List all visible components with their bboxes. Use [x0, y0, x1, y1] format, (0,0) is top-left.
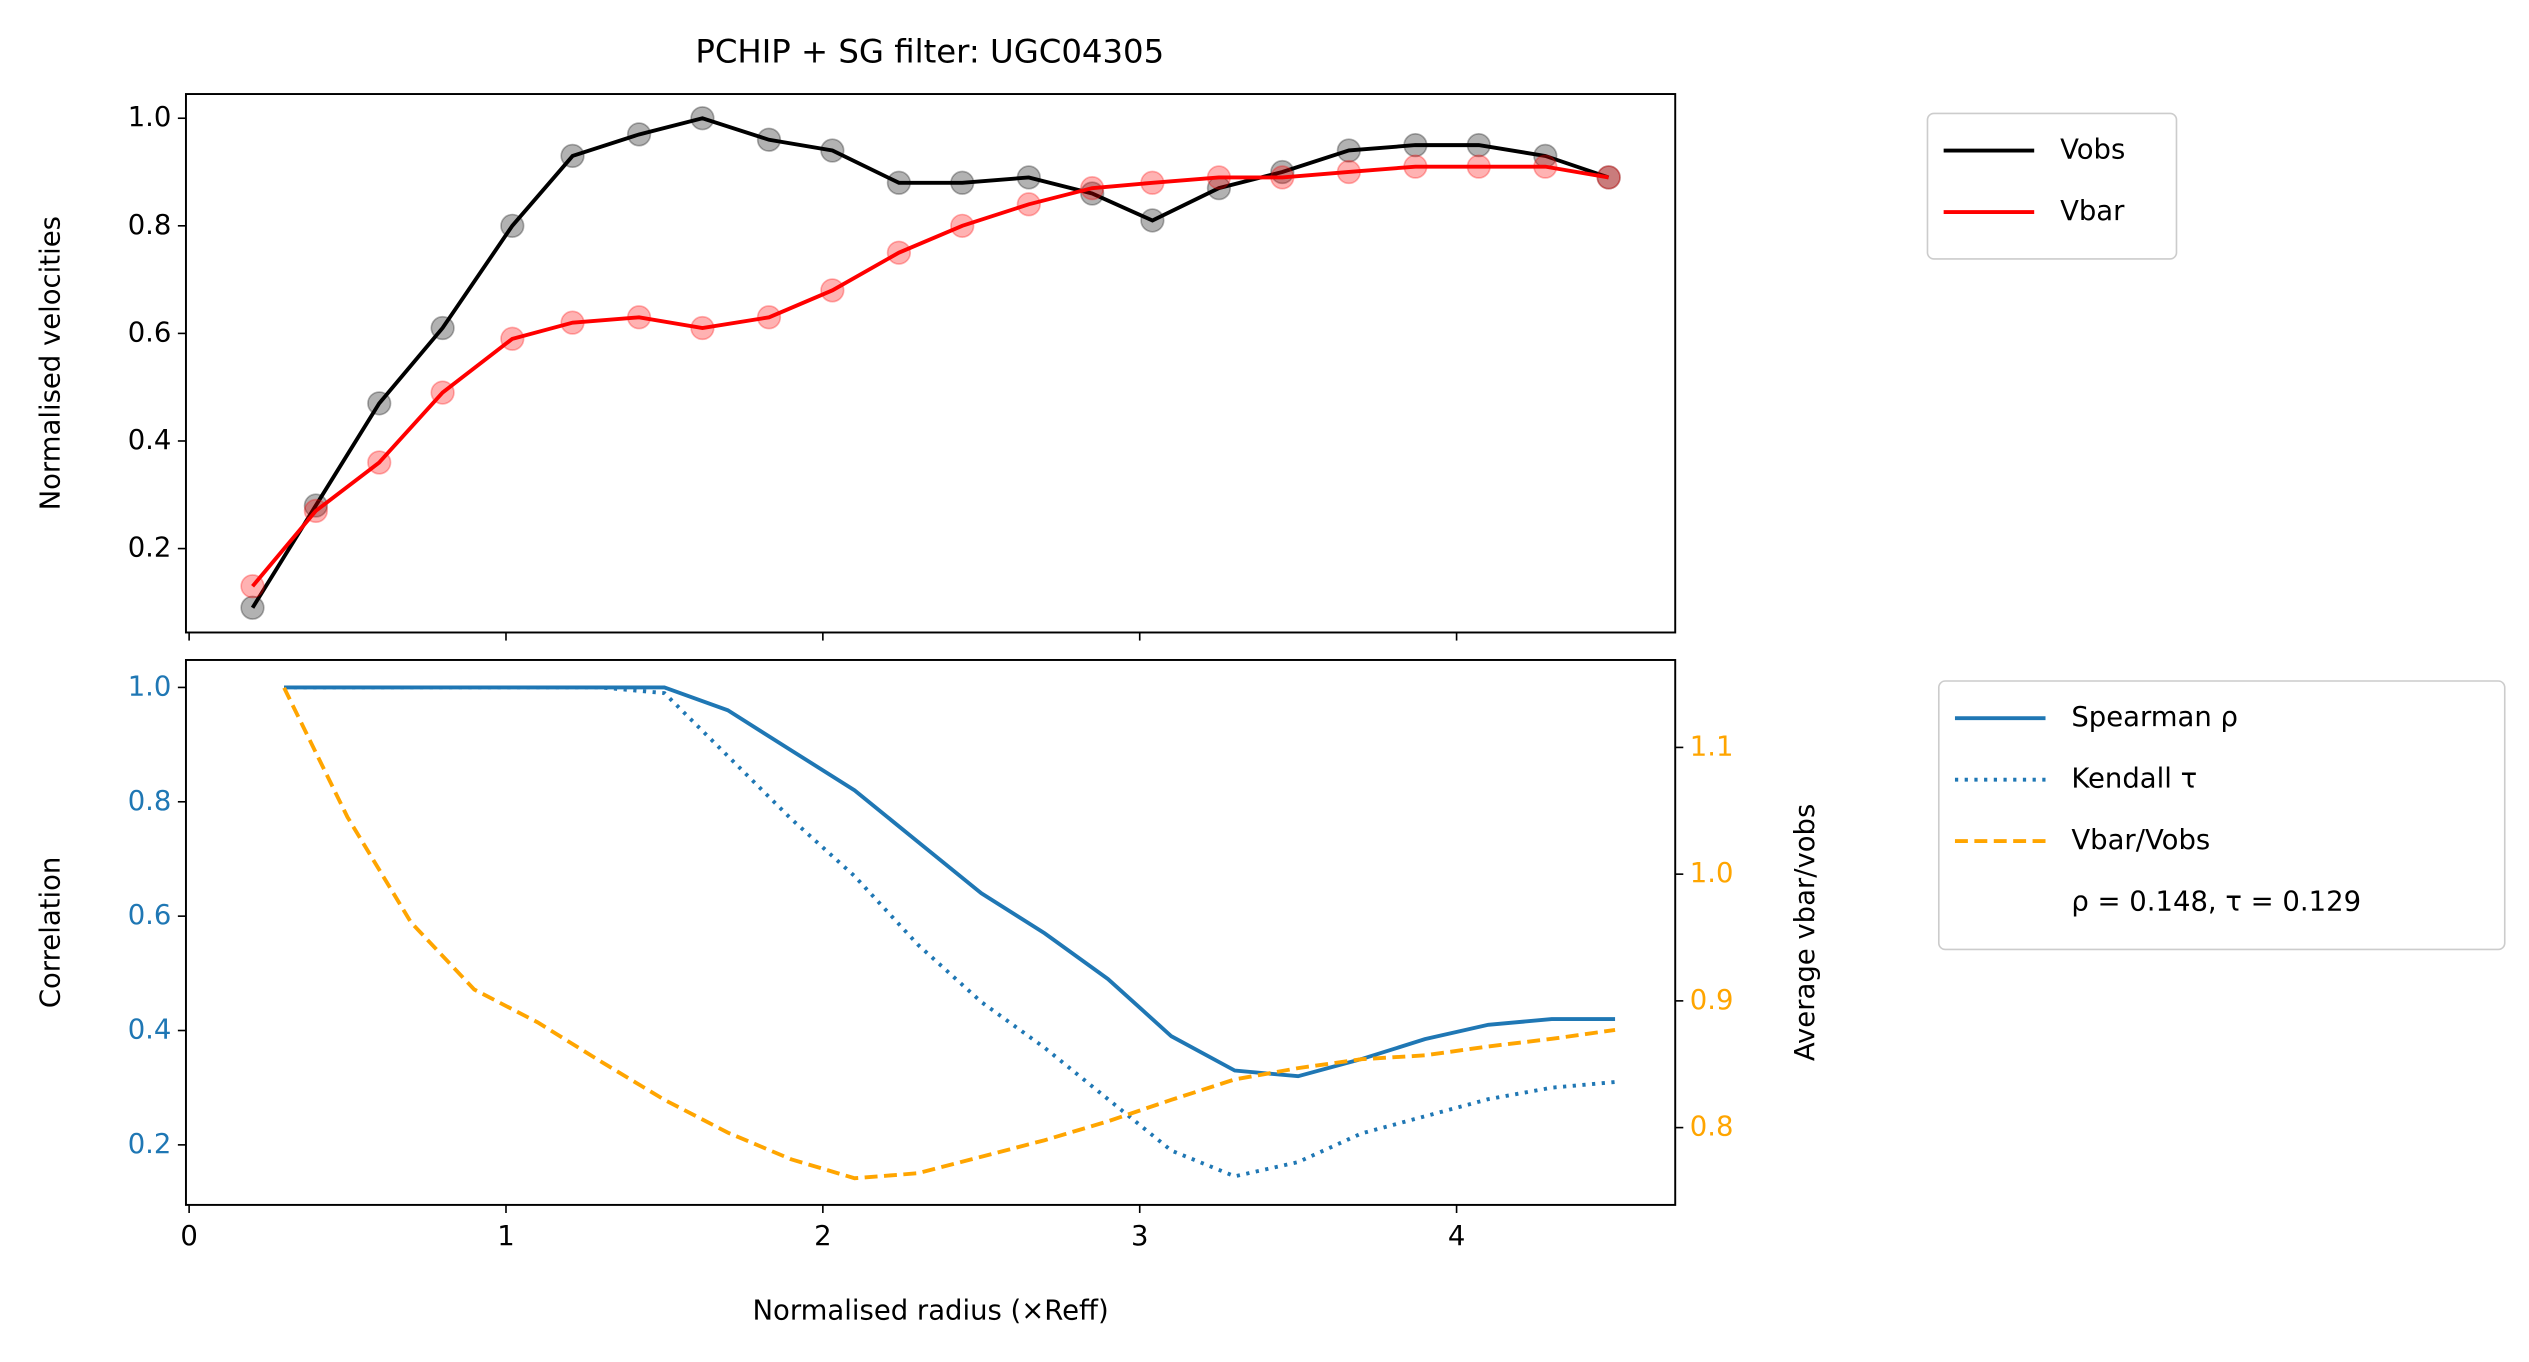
series-line — [251, 164, 1609, 588]
axes-frame — [184, 93, 1677, 634]
chart-title: PCHIP + SG filter: UGC04305 — [695, 33, 1164, 71]
y-axis-label: Correlation — [35, 857, 67, 1008]
y2-axis-label: Average vbar/vobs — [1789, 804, 1821, 1061]
legend-label: Vbar — [2060, 195, 2125, 227]
x-tick-label: 4 — [1448, 1220, 1465, 1252]
y-tick-label: 0.6 — [128, 316, 172, 348]
y-tick-label: 1.0 — [128, 101, 172, 133]
x-tick-label: 0 — [180, 1220, 197, 1252]
x-tick-label: 2 — [814, 1220, 831, 1252]
y-axis-label: Normalised velocities — [35, 216, 67, 510]
y-tick-label: 0.4 — [128, 424, 172, 456]
legend-note: ρ = 0.148, τ = 0.129 — [2071, 886, 2361, 918]
legend-label: Vobs — [2060, 134, 2125, 166]
legend-label: Kendall τ — [2071, 763, 2197, 795]
series-line — [284, 685, 1616, 1079]
y-tick-label: 0.8 — [128, 785, 172, 817]
y2-tick-label: 1.0 — [1690, 857, 1734, 889]
plot-area — [240, 106, 1621, 620]
series-line — [284, 685, 1616, 1179]
legend-label: Spearman ρ — [2071, 701, 2238, 733]
axes-frame — [184, 659, 1677, 1206]
y-tick-label: 1.0 — [128, 670, 172, 702]
y2-tick-label: 1.1 — [1690, 730, 1734, 762]
y-tick-label: 0.6 — [128, 899, 172, 931]
legend-label: Vbar/Vobs — [2071, 824, 2210, 856]
legend-box — [1926, 112, 2178, 260]
y-tick-label: 0.4 — [128, 1014, 172, 1046]
series-line — [282, 686, 1616, 1181]
plot-area — [282, 685, 1616, 1181]
x-axis-label: Normalised radius (×Reff) — [753, 1295, 1109, 1327]
marker — [240, 595, 265, 620]
x-tick-label: 3 — [1131, 1220, 1148, 1252]
x-tick-label: 1 — [497, 1220, 514, 1252]
y-tick-label: 0.2 — [128, 532, 172, 564]
y-tick-label: 0.2 — [128, 1128, 172, 1160]
y2-tick-label: 0.8 — [1690, 1111, 1734, 1143]
series-line — [250, 116, 1610, 609]
y-tick-label: 0.8 — [128, 209, 172, 241]
y2-tick-label: 0.9 — [1690, 984, 1734, 1016]
legend-box — [1937, 680, 2506, 951]
